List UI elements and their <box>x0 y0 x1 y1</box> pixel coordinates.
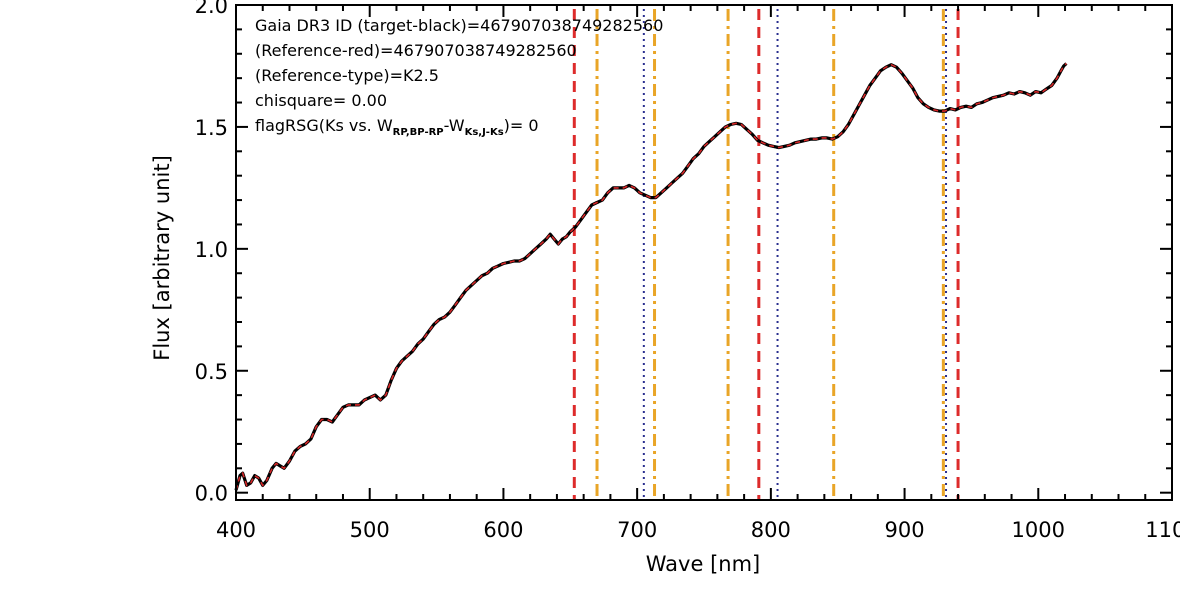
x-tick-label: 1000 <box>1012 518 1065 542</box>
flag-rsg-sub2: Ks,J-Ks <box>465 127 504 138</box>
x-tick-label: 500 <box>350 518 390 542</box>
x-tick-label: 800 <box>751 518 791 542</box>
flag-rsg-mid: -W <box>444 116 465 135</box>
flag-rsg-post: )= 0 <box>504 116 539 135</box>
annotation-chisquare: chisquare= 0.00 <box>255 91 387 110</box>
y-axis-title: Flux [arbitrary unit] <box>150 155 174 361</box>
annotation-block: Gaia DR3 ID (target-black)=4679070387492… <box>255 16 663 138</box>
annotation-reference-red: (Reference-red)=467907038749282560 <box>255 41 577 60</box>
annotation-gaia-id: Gaia DR3 ID (target-black)=4679070387492… <box>255 16 663 35</box>
y-tick-label: 0.0 <box>195 482 228 506</box>
y-tick-label: 1.0 <box>195 238 228 262</box>
x-tick-label: 900 <box>885 518 925 542</box>
x-tick-label: 600 <box>483 518 523 542</box>
flag-rsg-pre: flagRSG(Ks vs. W <box>255 116 393 135</box>
annotation-flag-rsg: flagRSG(Ks vs. WRP,BP-RP-WKs,J-Ks)= 0 <box>255 116 539 138</box>
x-axis-title: Wave [nm] <box>646 552 760 576</box>
y-tick-label: 2.0 <box>195 0 228 18</box>
y-tick-label: 1.5 <box>195 116 228 140</box>
flag-rsg-sub1: RP,BP-RP <box>393 127 444 138</box>
y-tick-labels: 0.0 0.5 1.0 1.5 2.0 <box>195 0 228 506</box>
vertical-lines-group <box>572 9 960 500</box>
annotation-reference-type: (Reference-type)=K2.5 <box>255 66 439 85</box>
series-group <box>234 62 1068 491</box>
x-tick-label: 400 <box>216 518 256 542</box>
reference-spectrum-line <box>235 62 1067 491</box>
plot-frame <box>235 4 1173 501</box>
y-tick-label: 0.5 <box>195 360 228 384</box>
x-tick-label: 700 <box>617 518 657 542</box>
